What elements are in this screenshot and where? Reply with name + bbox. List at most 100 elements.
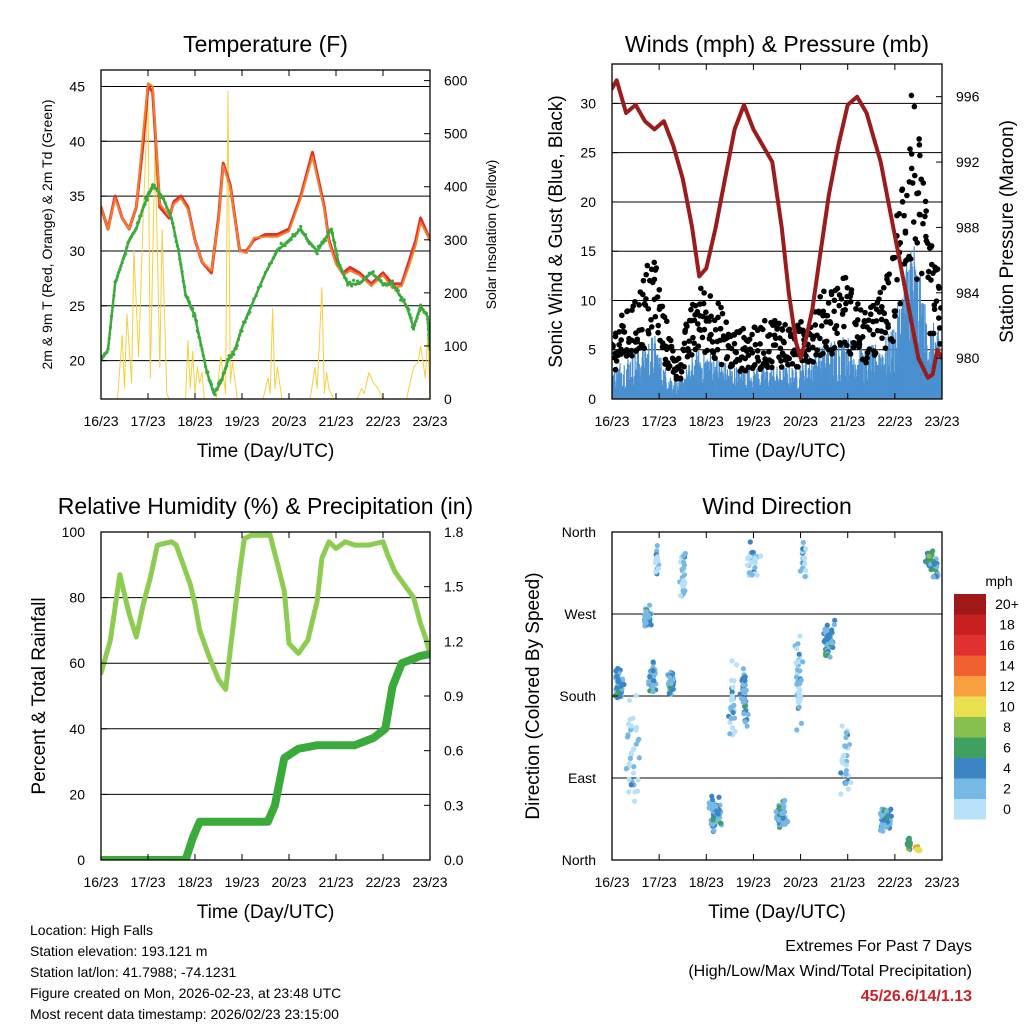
- dewpoint-point: [359, 280, 364, 284]
- dewpoint-point: [129, 234, 134, 239]
- direction-point: [738, 695, 745, 702]
- direction-point: [643, 620, 649, 626]
- gust-point: [899, 186, 906, 193]
- dewpoint-point: [312, 245, 316, 250]
- gust-point: [870, 331, 877, 338]
- dewpoint-point: [208, 380, 212, 384]
- colorbar-swatch: [954, 635, 986, 656]
- gust-point: [644, 262, 651, 269]
- station-info: Location: High Falls Station elevation: …: [30, 920, 341, 1025]
- dewpoint-point: [390, 279, 394, 283]
- gust-point: [719, 310, 726, 317]
- x-tick-label: 18/23: [177, 413, 212, 429]
- dewpoint-point: [293, 234, 297, 238]
- gust-point: [613, 358, 620, 364]
- gust-point: [715, 314, 721, 321]
- direction-point: [727, 731, 733, 737]
- direction-point: [752, 555, 758, 561]
- dewpoint-point: [306, 239, 310, 243]
- x-tick-label: 16/23: [594, 413, 629, 429]
- direction-point: [682, 550, 688, 557]
- gust-point: [641, 345, 648, 352]
- gust-point: [683, 321, 689, 328]
- x-tick-label: 16/23: [83, 413, 118, 429]
- dewpoint-point: [393, 285, 397, 289]
- gust-point: [885, 279, 892, 286]
- direction-point: [614, 685, 620, 691]
- gust-point: [879, 303, 885, 310]
- direction-points: [612, 539, 941, 854]
- dewpoint-point: [348, 280, 352, 284]
- dewpoint-point: [236, 337, 241, 342]
- direction-point: [647, 674, 653, 680]
- direction-point: [617, 693, 623, 699]
- dewpoint-point: [203, 365, 208, 369]
- gust-point: [755, 358, 762, 364]
- gust-point: [907, 146, 913, 152]
- gust-point: [910, 219, 917, 225]
- dewpoint-point: [415, 316, 419, 320]
- dewpoint-point: [168, 211, 172, 216]
- dewpoint-point: [119, 264, 123, 268]
- gust-point: [923, 208, 929, 214]
- dewpoint-point: [220, 377, 224, 382]
- temperature-title: Temperature (F): [183, 31, 348, 57]
- direction-point: [757, 553, 764, 559]
- gust-point: [935, 283, 942, 290]
- gust-point: [917, 152, 923, 159]
- dewpoint-point: [400, 295, 404, 300]
- winds-chart: Winds (mph) & Pressure (mb) Time (Day/UTC…: [546, 31, 1018, 462]
- gust-point: [643, 271, 649, 278]
- gust-point: [670, 348, 676, 354]
- gust-point: [723, 319, 730, 326]
- gust-point: [656, 286, 663, 293]
- colorbar-title: mph: [985, 573, 1012, 589]
- gust-point: [619, 312, 625, 319]
- direction-point: [796, 659, 802, 665]
- direction-point: [740, 666, 747, 672]
- gust-point: [842, 274, 849, 281]
- direction-point: [794, 681, 800, 687]
- colorbar-swatch: [954, 799, 986, 820]
- direction-point: [838, 791, 844, 797]
- direction-point: [793, 674, 800, 680]
- gust-point: [645, 330, 652, 337]
- gust-point: [821, 288, 827, 295]
- dewpoint-point: [339, 268, 344, 272]
- humidity-gridlines: [101, 597, 430, 795]
- dewpoint-point: [186, 296, 190, 300]
- gust-point: [836, 302, 843, 309]
- dewpoint-point: [163, 201, 167, 205]
- winds-y2-axis: 980 984 988 992 996: [936, 89, 980, 366]
- gust-point: [812, 322, 819, 328]
- gust-point: [774, 326, 780, 332]
- dewpoint-point: [178, 257, 182, 261]
- gust-point: [724, 354, 731, 360]
- dewpoint-point: [346, 283, 350, 287]
- gust-point: [706, 318, 713, 324]
- dewpoint-point: [263, 270, 268, 275]
- direction-chart: Wind Direction Time (Day/UTC) mph 20+ 18 16 14…: [523, 493, 1019, 923]
- x-tick-label: 22/23: [877, 874, 912, 890]
- dewpoint-point: [371, 270, 375, 274]
- dewpoint-point: [140, 209, 144, 213]
- gust-point: [861, 318, 868, 325]
- direction-point: [796, 704, 802, 710]
- colorbar-label: 0: [1003, 801, 1011, 817]
- direction-point: [651, 678, 657, 684]
- gust-point: [924, 240, 931, 247]
- y2-tick-label: 300: [444, 232, 468, 248]
- total-precipitation-line: [101, 650, 430, 860]
- dewpoint-point: [125, 245, 129, 250]
- x-tick-label: 19/23: [224, 413, 259, 429]
- dewpoint-point: [118, 268, 122, 272]
- direction-point: [825, 628, 831, 634]
- gust-point: [930, 330, 937, 337]
- dewpoint-point: [171, 221, 175, 225]
- gust-point: [834, 330, 840, 337]
- gust-point: [935, 315, 942, 321]
- direction-point: [776, 817, 782, 823]
- dewpoint-point: [121, 256, 125, 261]
- direction-point: [829, 627, 835, 633]
- temperature-y2-axis: 0 100 200 300 400 500 600: [424, 73, 468, 407]
